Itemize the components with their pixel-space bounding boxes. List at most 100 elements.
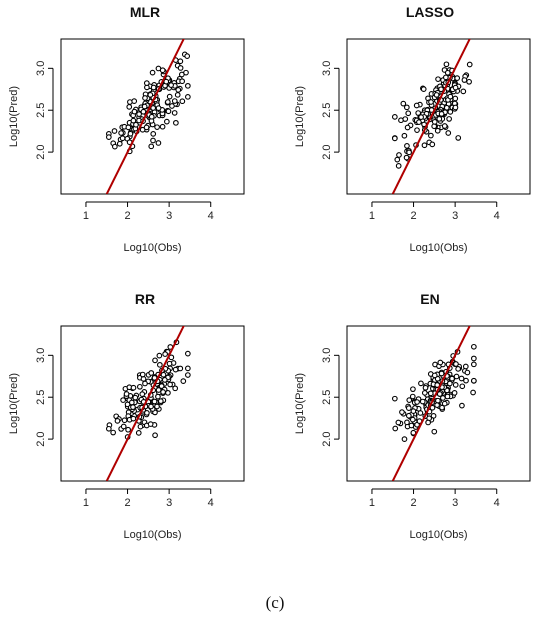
data-point xyxy=(436,391,443,397)
data-point xyxy=(144,409,150,416)
data-point xyxy=(166,360,173,367)
data-point xyxy=(151,374,158,381)
data-point xyxy=(471,377,477,384)
data-point xyxy=(142,380,148,387)
data-point xyxy=(452,84,459,91)
data-point xyxy=(162,351,168,357)
data-point xyxy=(150,137,156,144)
fit-line xyxy=(391,326,471,481)
y-tick-label: 2.0 xyxy=(321,144,333,159)
data-point xyxy=(441,123,448,129)
data-point xyxy=(148,403,154,410)
data-point xyxy=(166,93,173,100)
data-point xyxy=(405,405,412,411)
data-point xyxy=(105,425,112,432)
data-point xyxy=(163,118,170,125)
data-point xyxy=(471,355,477,362)
data-point xyxy=(438,86,444,93)
data-point xyxy=(464,369,471,376)
x-axis-label: Log10(Obs) xyxy=(123,529,181,541)
data-point xyxy=(174,91,181,98)
data-point xyxy=(399,409,405,416)
data-point xyxy=(461,77,468,83)
x-tick-label: 2 xyxy=(410,210,416,222)
data-point xyxy=(130,384,137,391)
data-point xyxy=(157,398,164,405)
x-tick-label: 3 xyxy=(166,497,172,509)
y-axis-label: Log10(Pred) xyxy=(294,373,306,434)
data-point xyxy=(179,98,186,105)
points-layer xyxy=(391,343,477,442)
data-point xyxy=(148,370,155,376)
data-point xyxy=(159,123,166,130)
data-point xyxy=(438,111,445,117)
data-point xyxy=(405,110,412,117)
data-point xyxy=(431,428,438,435)
data-point xyxy=(173,119,179,126)
data-point xyxy=(418,380,424,387)
data-point xyxy=(391,113,398,120)
data-point xyxy=(150,84,157,91)
y-tick-label: 3.0 xyxy=(35,348,47,363)
data-point xyxy=(449,375,455,382)
chart-title: LASSO xyxy=(406,4,454,20)
data-point xyxy=(156,352,163,359)
data-point xyxy=(444,69,451,76)
data-point xyxy=(131,98,138,104)
data-point xyxy=(137,423,144,430)
data-point xyxy=(152,357,158,364)
data-point xyxy=(452,104,459,111)
chart-title: MLR xyxy=(130,4,160,20)
data-point xyxy=(422,384,429,391)
data-point xyxy=(154,403,160,410)
points-layer xyxy=(391,61,473,169)
data-point xyxy=(111,128,118,134)
data-point xyxy=(177,65,184,71)
data-point xyxy=(409,416,416,423)
data-point xyxy=(185,93,191,100)
data-point xyxy=(150,105,157,111)
data-point xyxy=(155,393,161,400)
data-point xyxy=(135,430,142,436)
data-point xyxy=(123,391,130,397)
data-point xyxy=(403,154,410,161)
data-point xyxy=(437,359,444,366)
x-tick-label: 4 xyxy=(494,210,500,222)
data-point xyxy=(119,135,126,142)
x-tick-label: 2 xyxy=(124,497,130,509)
data-point xyxy=(428,99,434,105)
points-layer xyxy=(105,51,191,155)
data-point xyxy=(441,400,448,407)
plot-frame xyxy=(346,38,531,195)
data-point xyxy=(452,95,459,102)
data-point xyxy=(139,391,146,397)
data-point xyxy=(405,412,412,419)
data-point xyxy=(435,76,441,83)
y-axis-label: Log10(Pred) xyxy=(8,86,20,147)
data-point xyxy=(460,88,467,95)
data-point xyxy=(185,365,191,372)
data-point xyxy=(401,132,408,139)
data-point xyxy=(419,398,426,405)
x-tick-label: 4 xyxy=(208,497,214,509)
data-point xyxy=(404,142,410,149)
data-point xyxy=(167,381,173,388)
chart-panel-1: MLR 1 2 3 4 2.0 2.5 3.0 Log10(Obs) Log10(Pred) xyxy=(8,4,245,254)
y-axis-label: Log10(Pred) xyxy=(294,86,306,147)
data-point xyxy=(396,152,402,158)
data-point xyxy=(136,111,142,117)
data-point xyxy=(420,86,427,92)
fit-line xyxy=(105,326,185,481)
fit-line xyxy=(105,39,185,194)
data-point xyxy=(414,127,420,134)
data-point xyxy=(455,366,462,372)
chart-title: EN xyxy=(420,291,439,307)
data-point xyxy=(453,373,460,380)
y-tick-label: 3.0 xyxy=(35,61,47,76)
data-point xyxy=(168,82,174,88)
x-axis-label: Log10(Obs) xyxy=(409,242,467,254)
data-point xyxy=(177,365,184,372)
data-point xyxy=(169,103,175,109)
data-point xyxy=(155,140,162,146)
